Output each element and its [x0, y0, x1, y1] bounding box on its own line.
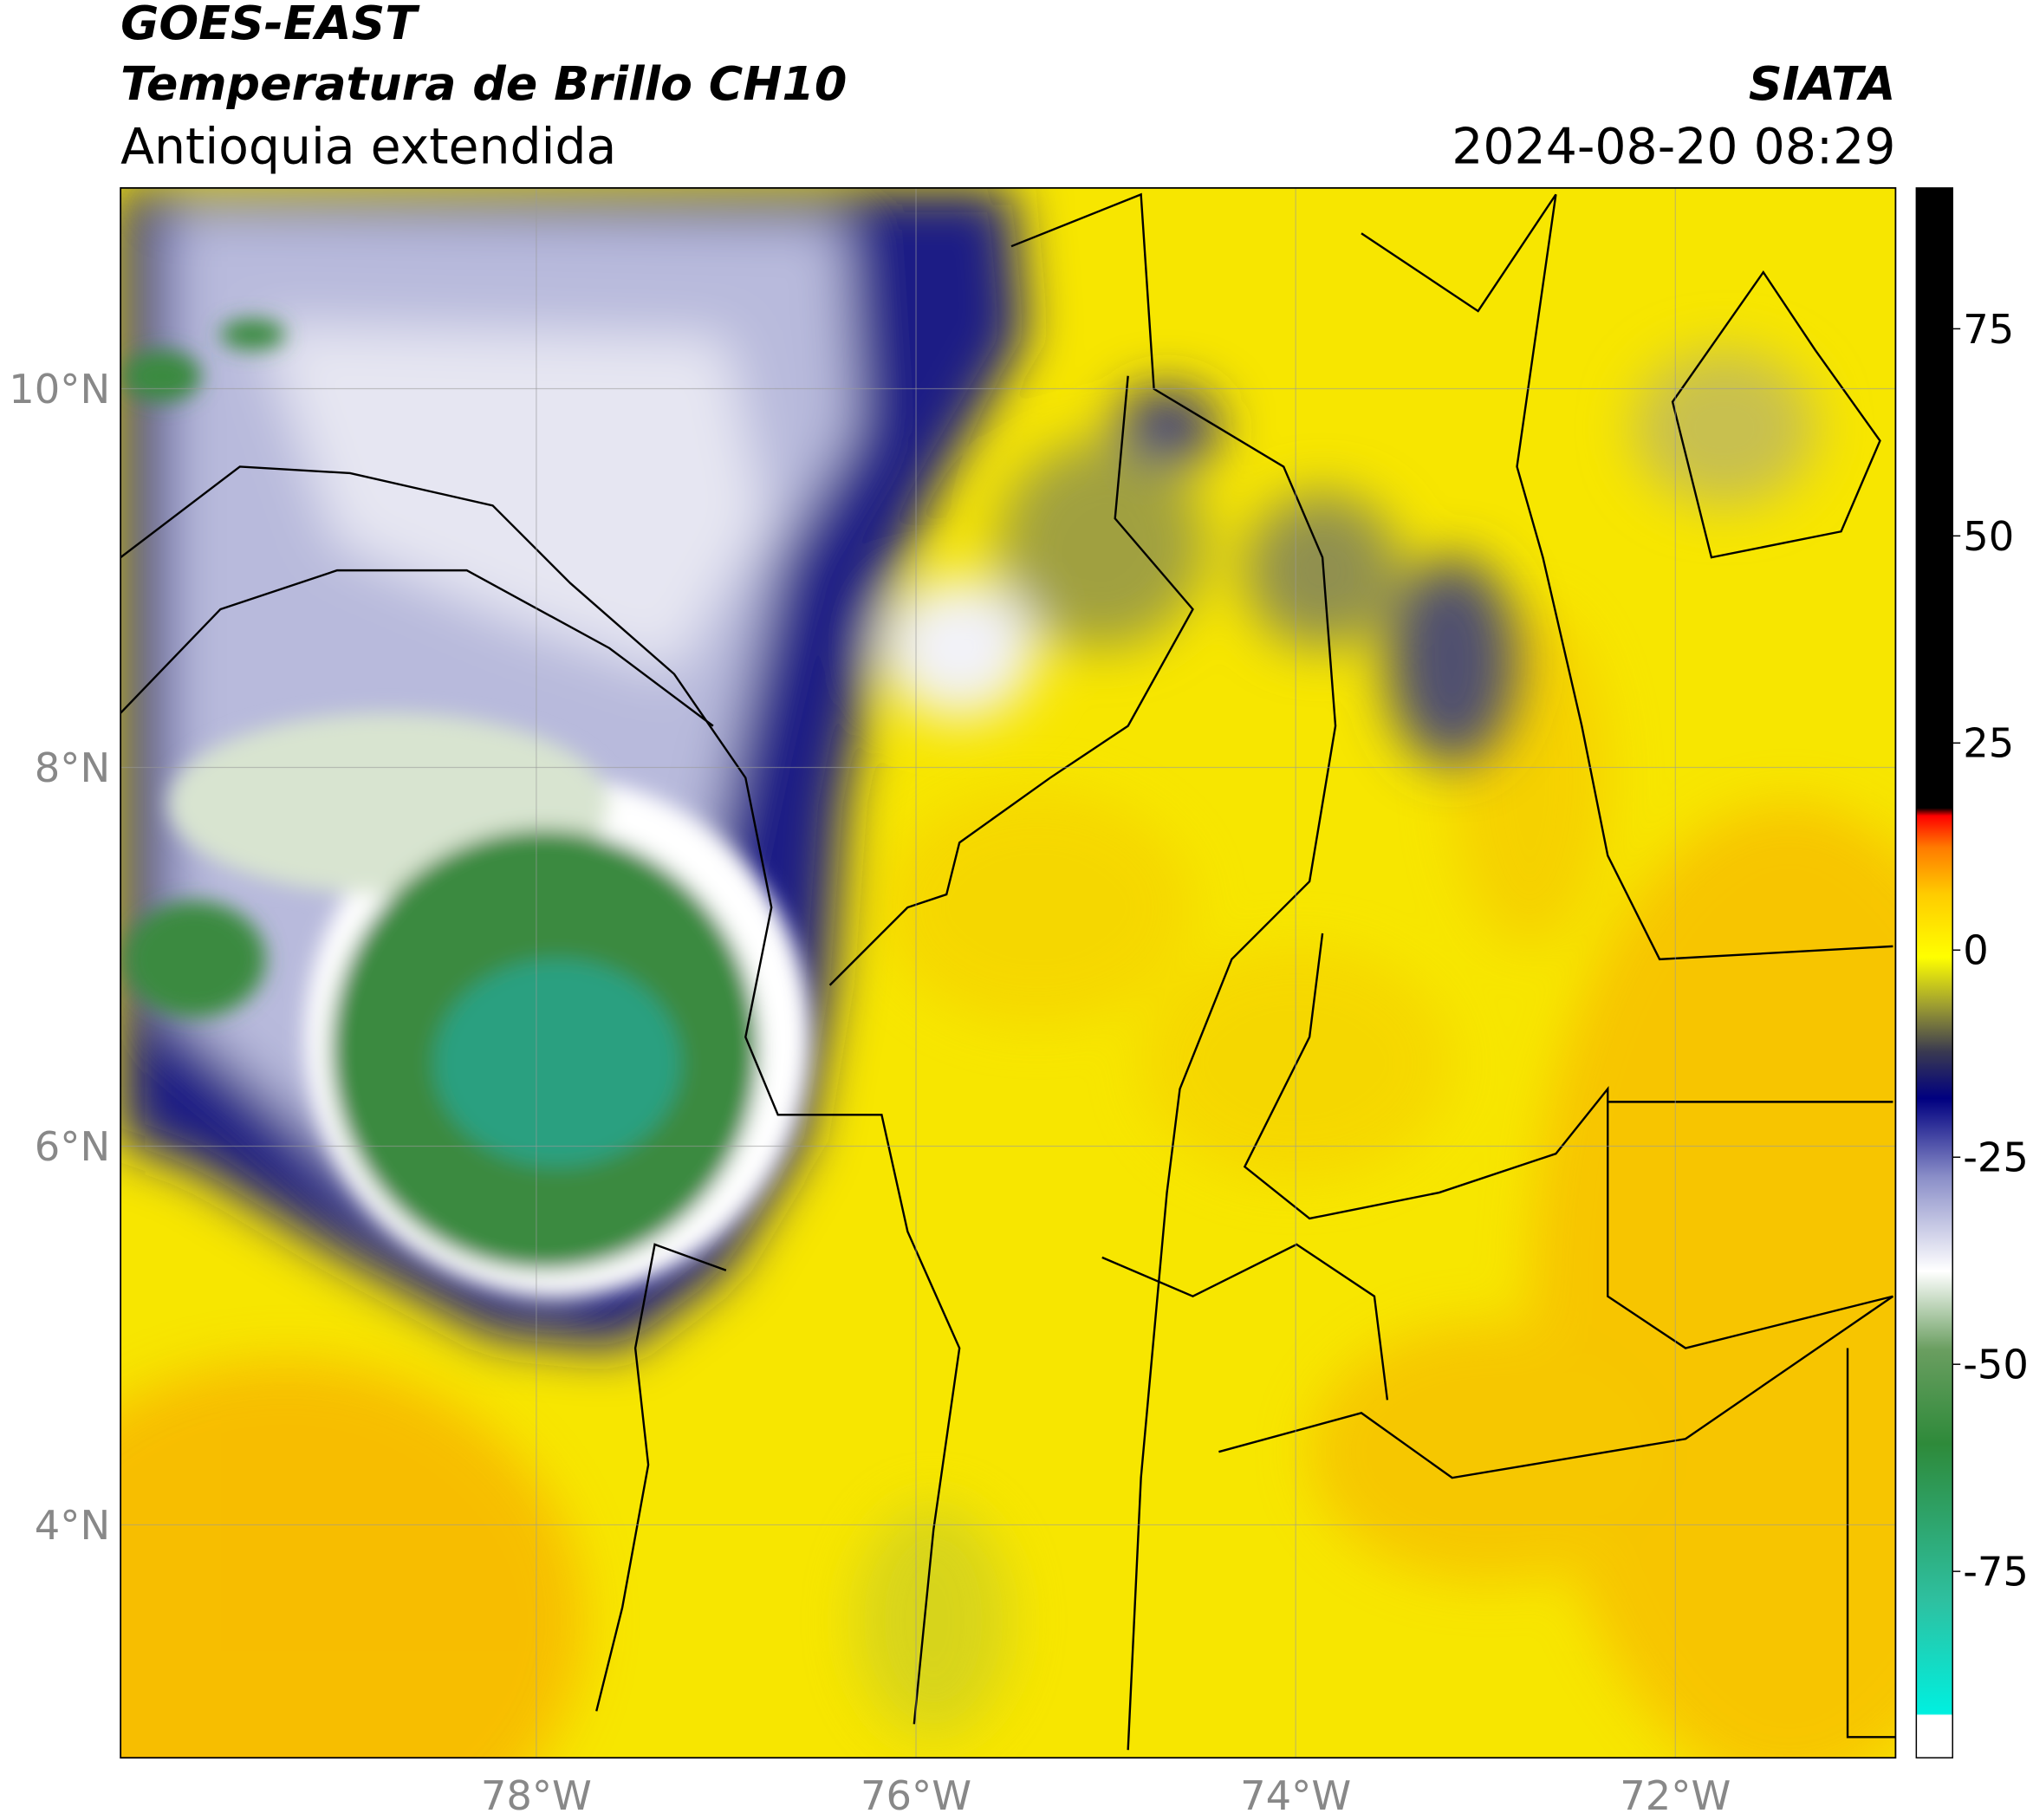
satellite-title: GOES-EAST [120, 0, 420, 50]
colorbar-tick-label: -75 [1963, 1549, 2029, 1596]
lon-tick-label: 78°W [481, 1772, 592, 1819]
colorbar-tick-label: 0 [1963, 927, 1989, 974]
lon-tick-label: 74°W [1240, 1772, 1351, 1819]
colorbar [1915, 187, 1953, 1758]
colorbar-tick-label: 75 [1963, 306, 2014, 353]
lon-tick-label: 76°W [861, 1772, 971, 1819]
graticule [120, 187, 1896, 1758]
datetime-label: 2024-08-20 08:29 [1452, 118, 1895, 175]
satellite-image [120, 187, 1896, 1758]
colorbar-tick-label: 50 [1963, 513, 2014, 560]
colorbar-tick-label: -50 [1963, 1342, 2029, 1388]
source-label: SIATA [1749, 56, 1896, 111]
lon-tick-label: 72°W [1620, 1772, 1731, 1819]
lat-tick-label: 10°N [9, 366, 110, 413]
colorbar-tick-label: 25 [1963, 720, 2014, 767]
region-subtitle: Antioquia extendida [120, 118, 616, 175]
lat-tick-label: 8°N [35, 744, 110, 791]
colorbar-tick-label: -25 [1963, 1134, 2029, 1181]
borders [120, 192, 1896, 1751]
lat-tick-label: 6°N [35, 1123, 110, 1170]
map-frame [120, 186, 1897, 1759]
lat-tick-label: 4°N [35, 1502, 110, 1549]
product-title: Temperatura de Brillo CH10 [120, 56, 847, 111]
